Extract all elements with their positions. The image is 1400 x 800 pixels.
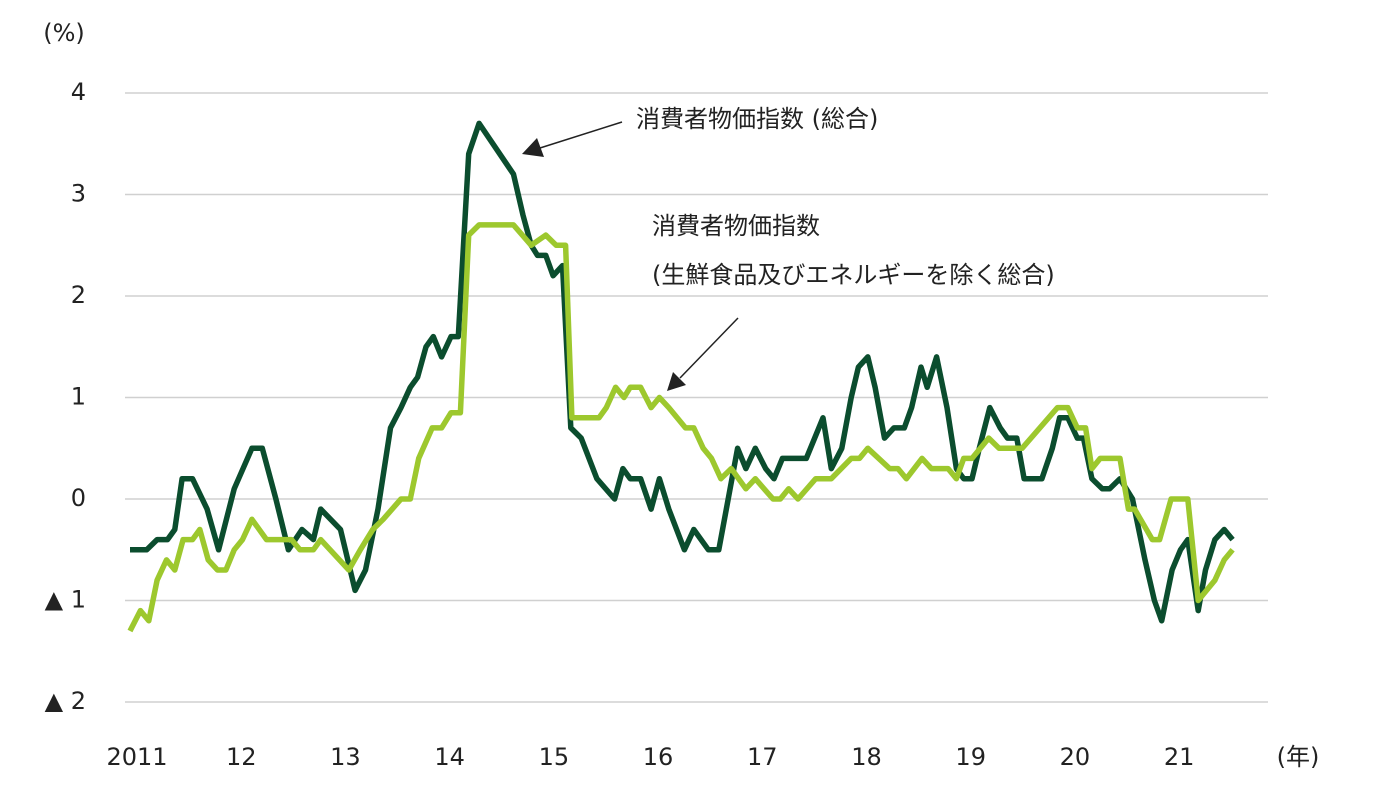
annotation: 消費者物価指数 (総合) xyxy=(636,105,878,133)
y-tick-label: 3 xyxy=(71,180,86,208)
x-tick-label: 18 xyxy=(851,743,882,771)
x-tick-label: 19 xyxy=(955,743,986,771)
y-tick-label: 0 xyxy=(71,484,86,512)
y-tick-label: 4 xyxy=(71,78,86,106)
y-tick-label: ▲ 2 xyxy=(45,687,86,715)
x-tick-label: 21 xyxy=(1164,743,1195,771)
annotation-arrow xyxy=(667,317,739,391)
annotation: (生鮮食品及びエネルギーを除く総合) xyxy=(652,261,1055,289)
x-tick-label: 17 xyxy=(747,743,778,771)
x-unit-label: (年) xyxy=(1277,743,1320,771)
y-tick-label: 1 xyxy=(71,383,86,411)
y-tick-label: 2 xyxy=(71,281,86,309)
x-tick-label: 14 xyxy=(434,743,465,771)
x-tick-label: 2011 xyxy=(106,743,167,771)
x-tick-label: 12 xyxy=(226,743,257,771)
x-tick-label: 15 xyxy=(539,743,570,771)
annotation-arrow xyxy=(522,121,623,157)
line-series xyxy=(127,222,1235,633)
x-tick-label: 13 xyxy=(330,743,361,771)
annotation: 消費者物価指数 xyxy=(652,212,820,240)
y-unit-label: (%) xyxy=(43,19,85,47)
y-tick-label: ▲ 1 xyxy=(45,586,86,614)
x-tick-label: 20 xyxy=(1060,743,1091,771)
x-tick-label: 16 xyxy=(643,743,674,771)
